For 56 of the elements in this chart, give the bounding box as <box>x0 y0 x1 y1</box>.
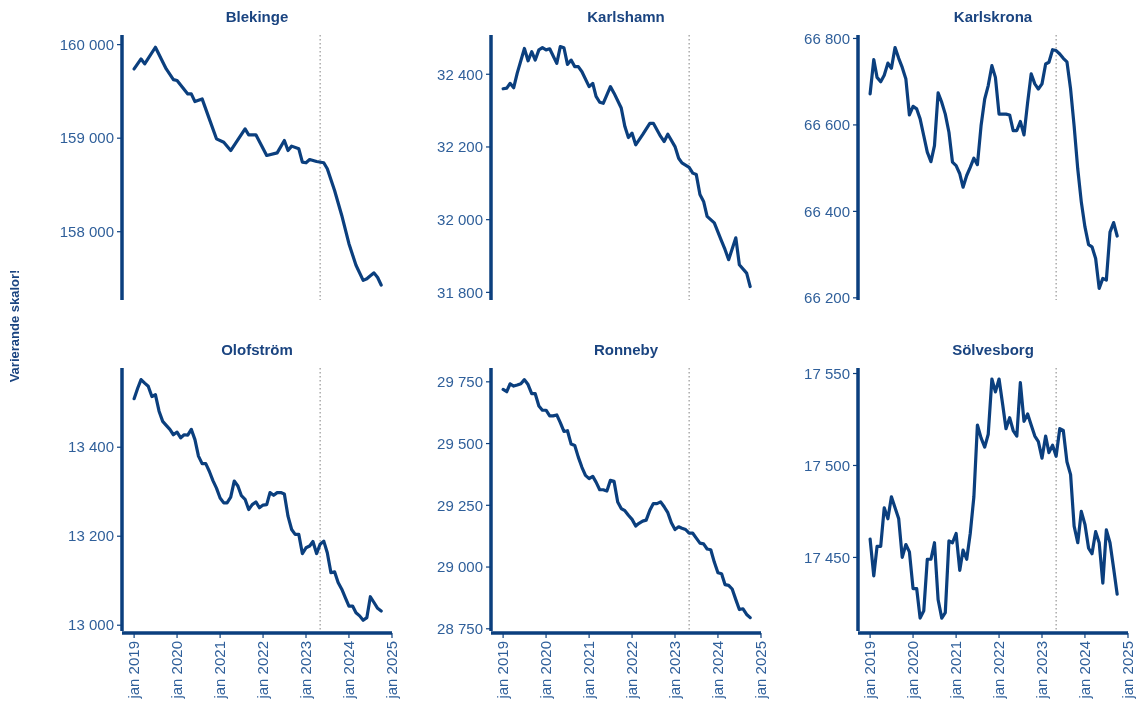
y-tick-label: 17 500 <box>804 456 850 474</box>
y-tick-label: 66 400 <box>804 202 850 220</box>
x-tick-label: jan 2024 <box>1076 641 1094 700</box>
x-tick-label: jan 2023 <box>666 641 684 700</box>
x-tick-label: jan 2025 <box>383 641 401 700</box>
y-tick-label: 66 200 <box>804 289 850 307</box>
line-series <box>868 45 1119 290</box>
y-tick-label: 29 250 <box>437 496 483 514</box>
line-series <box>868 377 1119 620</box>
y-tick-label: 160 000 <box>59 35 114 53</box>
line-series <box>132 377 383 622</box>
y-tick-label: 32 200 <box>437 138 483 156</box>
line-series <box>501 378 752 620</box>
x-tick-label: jan 2020 <box>904 641 922 700</box>
x-tick-label: jan 2025 <box>752 641 770 700</box>
line-series <box>501 45 752 289</box>
y-axis-title: Varierande skalor! <box>7 269 22 383</box>
y-tick-label: 29 750 <box>437 373 483 391</box>
y-tick-label: 158 000 <box>59 222 114 240</box>
y-tick-label: 31 800 <box>437 283 483 301</box>
y-tick-label: 17 450 <box>804 548 850 566</box>
x-tick-label: jan 2021 <box>211 641 229 700</box>
y-tick-label: 32 000 <box>437 210 483 228</box>
y-tick-label: 29 000 <box>437 558 483 576</box>
line-series <box>132 45 383 287</box>
x-tick-label: jan 2019 <box>125 641 143 700</box>
x-tick-label: jan 2021 <box>947 641 965 700</box>
x-tick-label: jan 2019 <box>494 641 512 700</box>
chart-title: Olofström <box>221 341 293 358</box>
x-tick-label: jan 2022 <box>254 641 272 700</box>
chart-title: Karlshamn <box>587 8 665 25</box>
x-tick-label: jan 2025 <box>1119 641 1137 700</box>
y-tick-label: 32 400 <box>437 65 483 83</box>
y-tick-label: 28 750 <box>437 620 483 638</box>
chart-title: Karlskrona <box>953 8 1033 25</box>
chart-title: Sölvesborg <box>952 341 1034 358</box>
y-tick-label: 13 400 <box>68 438 114 456</box>
chart-title: Blekinge <box>225 8 289 25</box>
y-tick-label: 13 200 <box>68 527 114 545</box>
y-tick-label: 13 000 <box>68 616 114 634</box>
x-tick-label: jan 2023 <box>1033 641 1051 700</box>
x-tick-label: jan 2020 <box>168 641 186 700</box>
y-tick-label: 29 500 <box>437 434 483 452</box>
x-tick-label: jan 2020 <box>537 641 555 700</box>
x-tick-label: jan 2022 <box>623 641 641 700</box>
y-tick-label: 66 800 <box>804 29 850 47</box>
y-tick-label: 17 550 <box>804 364 850 382</box>
chart-title: Ronneby <box>593 341 659 358</box>
x-tick-label: jan 2023 <box>297 641 315 700</box>
x-tick-label: jan 2021 <box>580 641 598 700</box>
x-tick-label: jan 2019 <box>861 641 879 700</box>
x-tick-label: jan 2022 <box>990 641 1008 700</box>
y-tick-label: 159 000 <box>59 129 114 147</box>
x-tick-label: jan 2024 <box>340 641 358 700</box>
y-tick-label: 66 600 <box>804 116 850 134</box>
x-tick-label: jan 2024 <box>709 641 727 700</box>
